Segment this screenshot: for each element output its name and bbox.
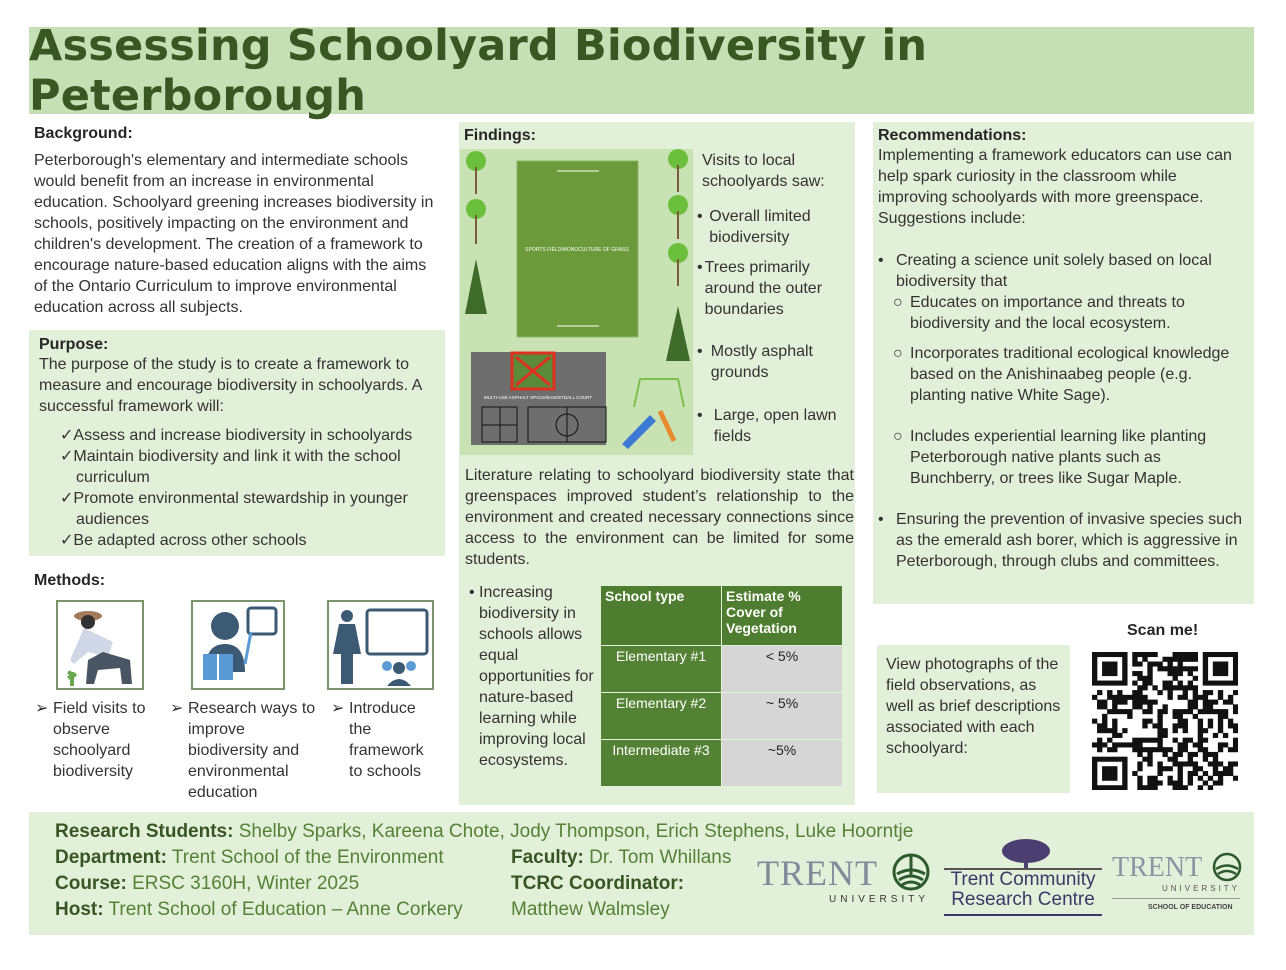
table-header: School type — [600, 585, 722, 646]
title-banner: Assessing Schoolyard Biodiversity in Pet… — [29, 21, 1254, 121]
host-label: Host: — [55, 899, 104, 920]
photographs-note: View photographs of the field observatio… — [877, 645, 1070, 793]
trent-university-logo: TRENT UNIVERSITY — [757, 853, 930, 905]
host-value: Trent School of Education – Anne Corkery — [108, 899, 463, 920]
table-cell: Elementary #2 — [600, 692, 722, 740]
tcrc-logo: Trent Community Research Centre — [944, 838, 1104, 918]
table-cell: ~ 5% — [721, 692, 843, 740]
purpose-item: Assess and increase biodiversity in scho… — [39, 425, 435, 446]
table-row: Elementary #1 < 5% — [600, 645, 843, 693]
department-label: Department: — [55, 847, 167, 868]
tree-icons — [465, 149, 690, 361]
department-value: Trent School of the Environment — [171, 847, 444, 868]
side-bullet: • Increasing biodiversity in schools allo… — [469, 582, 599, 771]
recommendation-subitem: Educates on importance and threats to bi… — [910, 294, 1185, 332]
coordinator-value: Matthew Walmsley — [511, 899, 670, 920]
table-cell: Intermediate #3 — [600, 739, 722, 787]
poster-title: Assessing Schoolyard Biodiversity in Pet… — [29, 20, 928, 121]
method-label: Introduce the framework to schools — [349, 700, 424, 780]
findings-intro: Visits to local schoolyards saw: — [702, 152, 825, 190]
recommendation-subitem: Incorporates traditional ecological know… — [910, 345, 1230, 404]
slide-icon — [622, 409, 677, 449]
findings-item: Large, open lawn fields — [713, 407, 837, 445]
findings-item: Mostly asphalt grounds — [710, 343, 813, 381]
table-cell: Elementary #1 — [600, 645, 722, 693]
findings-section: Findings: SPORTS FIELD/MONOCULTURE OF GR… — [459, 122, 855, 805]
table-row: Intermediate #3 ~5% — [600, 739, 843, 787]
faculty-value: Dr. Tom Whillans — [589, 847, 732, 868]
methods-heading: Methods: — [34, 572, 106, 589]
table-cell: < 5% — [721, 645, 843, 693]
faculty-line: Faculty: Dr. Tom Whillans — [511, 847, 731, 869]
purpose-item: Maintain biodiversity and link it with t… — [39, 446, 435, 488]
method-introduce: ➢ Introduce the framework to schools — [327, 600, 441, 782]
students-line: Research Students: Shelby Sparks, Kareen… — [55, 821, 913, 843]
findings-item: Trees primarily around the outer boundar… — [704, 259, 823, 318]
students-label: Research Students: — [55, 821, 234, 842]
purpose-section: Purpose: The purpose of the study is to … — [29, 330, 445, 556]
table-header: Estimate % Cover of Vegetation — [721, 585, 843, 646]
purpose-text: The purpose of the study is to create a … — [39, 356, 422, 415]
students-value: Shelby Sparks, Kareena Chote, Jody Thomp… — [238, 821, 914, 842]
purpose-item: Be adapted across other schools — [39, 530, 435, 551]
host-line: Host: Trent School of Education – Anne C… — [55, 899, 463, 921]
student-reading-icon — [191, 600, 285, 690]
findings-heading: Findings: — [464, 127, 536, 144]
recommendations-heading: Recommendations: — [878, 127, 1027, 144]
recommendation-item: Ensuring the prevention of invasive spec… — [896, 511, 1242, 570]
recommendation-subitem: Includes experiential learning like plan… — [910, 428, 1207, 487]
course-line: Course: ERSC 3160H, Winter 2025 — [55, 873, 359, 895]
teacher-class-icon — [327, 600, 434, 690]
method-research: ➢ Research ways to improve biodiversity a… — [170, 600, 325, 803]
gardener-icon — [56, 600, 144, 690]
scan-me-label: Scan me! — [1127, 622, 1199, 639]
schoolyard-map-illustration: SPORTS FIELD/MONOCULTURE OF GRASS MULTI-… — [460, 149, 693, 455]
course-label: Course: — [55, 873, 127, 894]
background-heading: Background: — [34, 125, 133, 142]
field-label: SPORTS FIELD/MONOCULTURE OF GRASS — [525, 247, 629, 253]
recommendations-section: Recommendations: Implementing a framewor… — [873, 122, 1254, 604]
coordinator-label-line: TCRC Coordinator: — [511, 873, 684, 895]
recommendations-intro: Implementing a framework educators can u… — [878, 147, 1232, 227]
recommendation-item: Creating a science unit solely based on … — [896, 252, 1212, 290]
side-bullet-text: Increasing biodiversity in schools allow… — [479, 584, 594, 769]
method-label: Research ways to improve biodiversity an… — [188, 700, 316, 801]
purpose-heading: Purpose: — [39, 336, 109, 353]
table-row: Elementary #2 ~ 5% — [600, 692, 843, 740]
faculty-label: Faculty: — [511, 847, 584, 868]
sports-field — [516, 160, 639, 338]
qr-code[interactable] — [1092, 652, 1238, 790]
swing-icon — [633, 378, 685, 408]
method-label: Field visits to observe schoolyard biodi… — [53, 700, 146, 780]
method-field-visits: ➢ Field visits to observe schoolyard biod… — [35, 600, 165, 782]
coordinator-label: TCRC Coordinator: — [511, 873, 685, 894]
court-label: MULTI-USE ASPHALT SPACE/BASKETBALL COURT — [484, 395, 592, 400]
findings-item: Overall limited biodiversity — [709, 208, 811, 246]
background-text: Peterborough's elementary and intermedia… — [34, 152, 434, 316]
trent-school-of-education-logo: TRENT UNIVERSITY SCHOOL OF EDUCATION — [1112, 852, 1242, 911]
literature-text: Literature relating to schoolyard biodiv… — [465, 467, 854, 568]
table-cell: ~5% — [721, 739, 843, 787]
background-section: Background: Peterborough's elementary an… — [34, 125, 444, 318]
department-line: Department: Trent School of the Environm… — [55, 847, 444, 869]
purpose-item: Promote environmental stewardship in you… — [39, 488, 435, 530]
course-value: ERSC 3160H, Winter 2025 — [132, 873, 360, 894]
findings-list: • Overall limited biodiversity • Trees pri… — [697, 206, 852, 447]
vegetation-table: School type Estimate % Cover of Vegetatio… — [600, 585, 843, 787]
credits-footer: Research Students: Shelby Sparks, Kareen… — [29, 812, 1254, 935]
